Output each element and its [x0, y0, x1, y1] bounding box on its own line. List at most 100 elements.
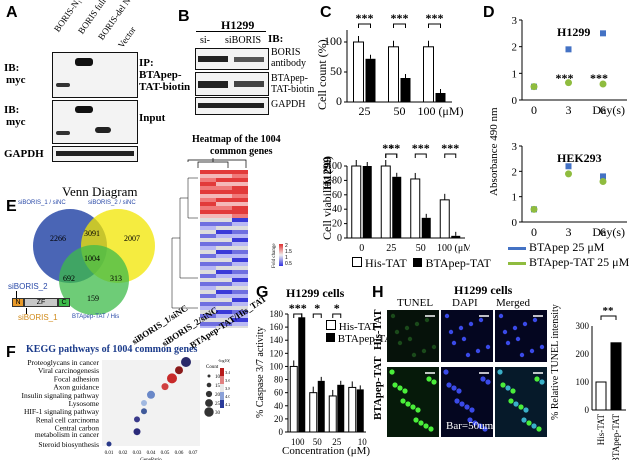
x-axis-unit: Day(s) — [592, 103, 625, 117]
kegg-title: KEGG pathways of 1004 common genes — [26, 344, 198, 355]
pathway-label: HIF-1 signaling pathway — [24, 407, 99, 416]
blot-band — [198, 56, 228, 62]
panel-label-a: A — [6, 4, 18, 21]
cell-nucleus — [446, 382, 452, 388]
heatmap-cell — [200, 198, 216, 202]
bar-his-tat — [309, 392, 318, 433]
heatmap-cell — [232, 246, 248, 250]
legend-label: 30 — [215, 411, 221, 416]
x-tick-label: 0.04 — [147, 451, 156, 456]
y-tick-label: 20 — [274, 414, 284, 424]
bar-his-tat — [423, 46, 434, 103]
si-marker — [16, 291, 17, 298]
cell-nucleus — [414, 321, 420, 327]
pathway-label: Proteoglycans in cancer — [27, 358, 99, 367]
significance-bracket — [444, 153, 457, 158]
heatmap-cell — [200, 286, 216, 290]
scale-tick: 1 — [285, 255, 288, 261]
blot-band — [198, 81, 228, 88]
heatmap-cell — [216, 214, 232, 218]
x-axis-unit: Day(s) — [592, 225, 625, 239]
heatmap-cell — [216, 278, 232, 282]
cell-nucleus — [480, 376, 486, 382]
bar-btapep-tat — [365, 58, 376, 102]
x-tick-label: 100 (μM) — [417, 104, 463, 118]
bar-btapep-tat — [435, 93, 446, 102]
heatmap-cell — [200, 226, 216, 230]
cell-nucleus — [407, 336, 413, 342]
heatmap-cell — [216, 242, 232, 246]
x-tick-label: 0 — [531, 225, 537, 239]
heatmap-cell — [232, 306, 248, 310]
heatmap-cell — [200, 178, 216, 182]
heatmap-cell — [200, 182, 216, 186]
chart-title: H1299 — [557, 25, 590, 39]
cell-nucleus — [456, 388, 462, 394]
cell-nucleus — [510, 388, 516, 394]
heatmap-cell — [200, 278, 216, 282]
cell-nucleus — [505, 340, 511, 346]
heatmap-cell — [216, 186, 232, 190]
cell-nucleus — [468, 321, 474, 327]
y-tick-label: 0 — [512, 217, 518, 229]
bar-his-tat — [353, 41, 364, 103]
heatmap-cell — [200, 326, 216, 328]
cell-nucleus — [405, 401, 411, 407]
divider — [196, 31, 266, 32]
venn-number: 3091 — [84, 229, 100, 238]
heatmap-cell — [200, 234, 216, 238]
y-axis-label: % Relative TUNEL intensity — [550, 304, 561, 420]
heatmap-cell — [200, 194, 216, 198]
cell-nucleus — [423, 423, 429, 429]
heatmap-cell — [216, 174, 232, 178]
heatmap-cell — [216, 222, 232, 226]
significance-stars: *** — [412, 141, 430, 155]
heatmap-cell — [232, 322, 248, 326]
legend-title: Count — [206, 365, 219, 370]
heatmap-cell — [216, 182, 232, 186]
venn-number: 692 — [63, 274, 75, 283]
significance-stars: * — [334, 301, 340, 315]
scale-tick: 2 — [285, 243, 288, 249]
input-label: Input — [139, 112, 166, 124]
legend-label: 15 — [215, 384, 221, 389]
heatmap-cell — [216, 270, 232, 274]
heatmap-cell — [216, 298, 232, 302]
heatmap-cell — [232, 286, 248, 290]
cell-nucleus — [397, 385, 403, 391]
cell-nucleus — [512, 325, 518, 331]
significance-bracket — [332, 313, 342, 318]
legend-label: His-TAT — [365, 256, 407, 270]
panel-h-title: H1299 cells — [454, 283, 513, 297]
x-tick-label: 100 — [291, 437, 305, 447]
cell-nucleus — [390, 313, 396, 319]
heatmap-cell — [200, 258, 216, 262]
x-tick-label: 0.03 — [133, 451, 142, 456]
heatmap-cell — [232, 226, 248, 230]
panel-g-title: H1299 cells — [286, 286, 345, 300]
x-tick-label: 0.05 — [161, 451, 170, 456]
significance-bracket — [358, 23, 371, 28]
legend-label: BTApep-TAT — [425, 256, 491, 270]
heatmap-cell — [200, 274, 216, 278]
pathway-dot — [167, 373, 177, 384]
heatmap-cell — [232, 198, 248, 202]
heatmap-cell — [232, 242, 248, 246]
heatmap-cell — [216, 258, 232, 262]
ib-target: myc — [6, 116, 26, 128]
heatmap-cell — [232, 230, 248, 234]
heatmap-cell — [232, 222, 248, 226]
venn-number: 1004 — [84, 254, 100, 263]
blot-band — [75, 58, 93, 66]
significance-stars: *** — [590, 71, 608, 85]
significance-stars: * — [314, 301, 320, 315]
row-label: His-TAT — [372, 309, 384, 350]
y-tick-label: 2 — [512, 42, 518, 54]
y-tick-label: 1 — [512, 68, 518, 80]
y-tick-label: 200 — [576, 349, 590, 359]
heatmap-title: common genes — [210, 146, 273, 157]
significance-stars: *** — [441, 141, 459, 155]
y-tick-label: 50 — [330, 64, 342, 78]
legend-title: -log10(pvalue) — [218, 358, 230, 363]
legend-dot — [204, 407, 214, 417]
